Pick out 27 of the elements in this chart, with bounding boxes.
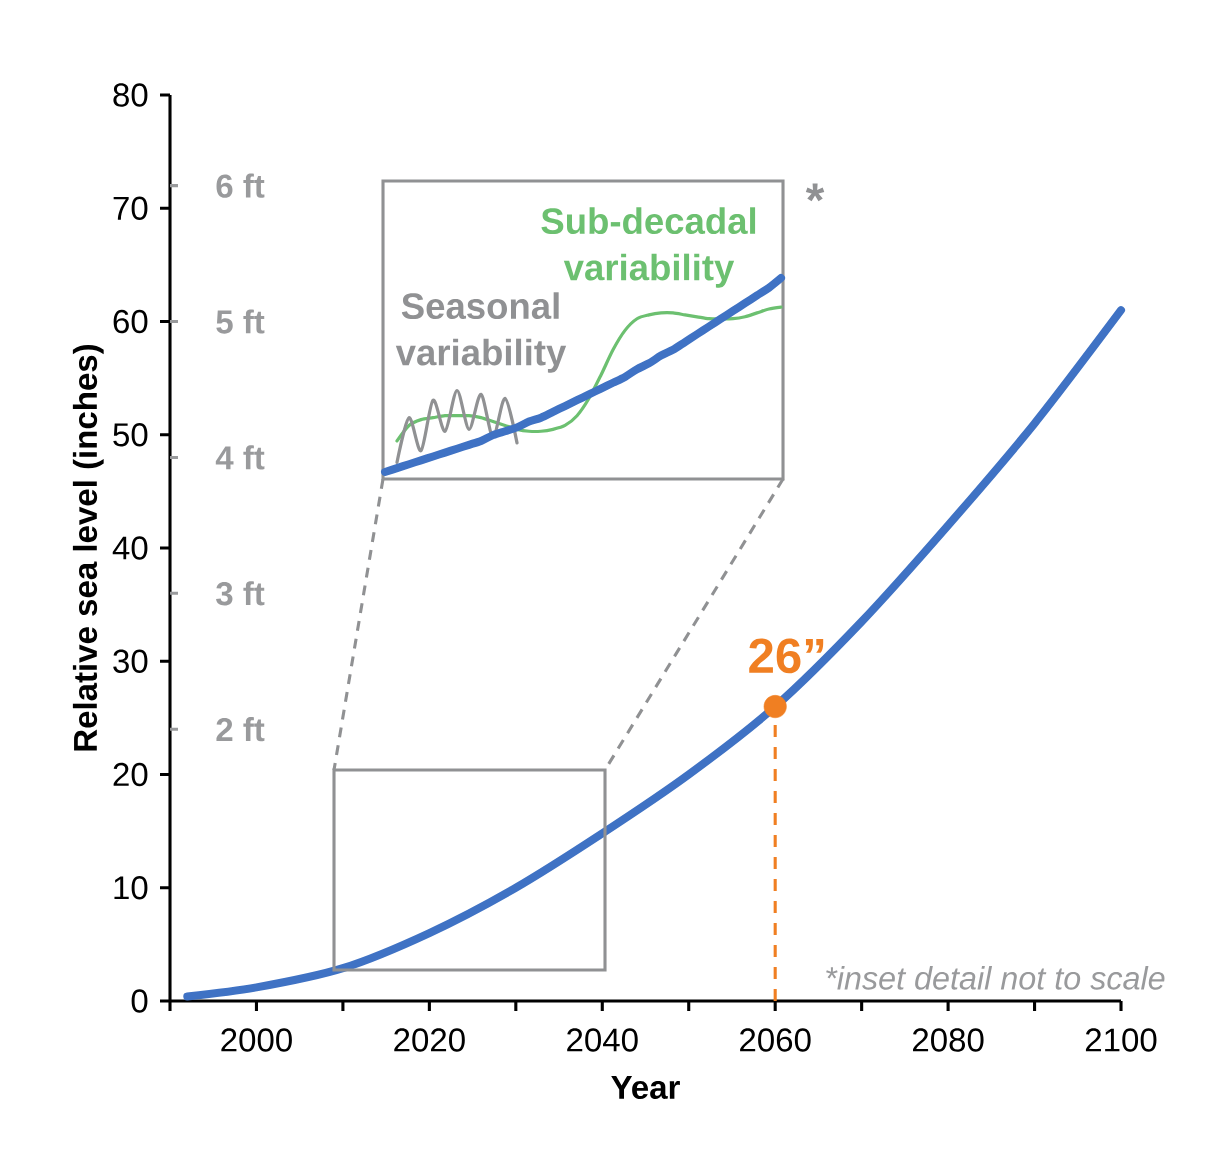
y-tick-label: 10 xyxy=(114,876,148,900)
y-tick-label: 40 xyxy=(112,536,148,560)
y-tick-label: 80 xyxy=(113,83,148,107)
x-tick-label: 2080 xyxy=(913,1028,984,1052)
y-tick-label: 20 xyxy=(113,762,148,787)
annotation: * xyxy=(805,183,825,202)
annotation: *inset detail not to scale xyxy=(826,965,1165,990)
x-tick-label: 2040 xyxy=(567,1028,638,1052)
x-tick-label: 2020 xyxy=(394,1028,465,1052)
x-tick-label: 2100 xyxy=(1085,1028,1157,1052)
y-axis-title: Relative sea level (inches) xyxy=(72,344,104,751)
series-label: Sub-decadal variability xyxy=(541,207,756,288)
y-tick-label: 30 xyxy=(113,649,148,673)
y2-tick-label: 4 ft xyxy=(215,445,265,470)
y-tick-label: 50 xyxy=(113,423,148,447)
x-tick-label: 2000 xyxy=(221,1028,292,1052)
y2-tick-label: 6 ft xyxy=(216,173,265,198)
x-axis-title: Year xyxy=(611,1075,680,1100)
x-tick-label: 2060 xyxy=(740,1028,811,1052)
y-tick-label: 70 xyxy=(113,196,148,220)
y2-tick-label: 5 ft xyxy=(216,309,265,334)
annotation: 26” xyxy=(749,638,824,674)
y-tick-label: 60 xyxy=(113,309,148,334)
y2-tick-label: 2 ft xyxy=(216,717,265,742)
y2-tick-label: 3 ft xyxy=(216,581,265,606)
series-label: Seasonal variability xyxy=(395,292,567,373)
y-tick-label: 0 xyxy=(131,989,148,1013)
